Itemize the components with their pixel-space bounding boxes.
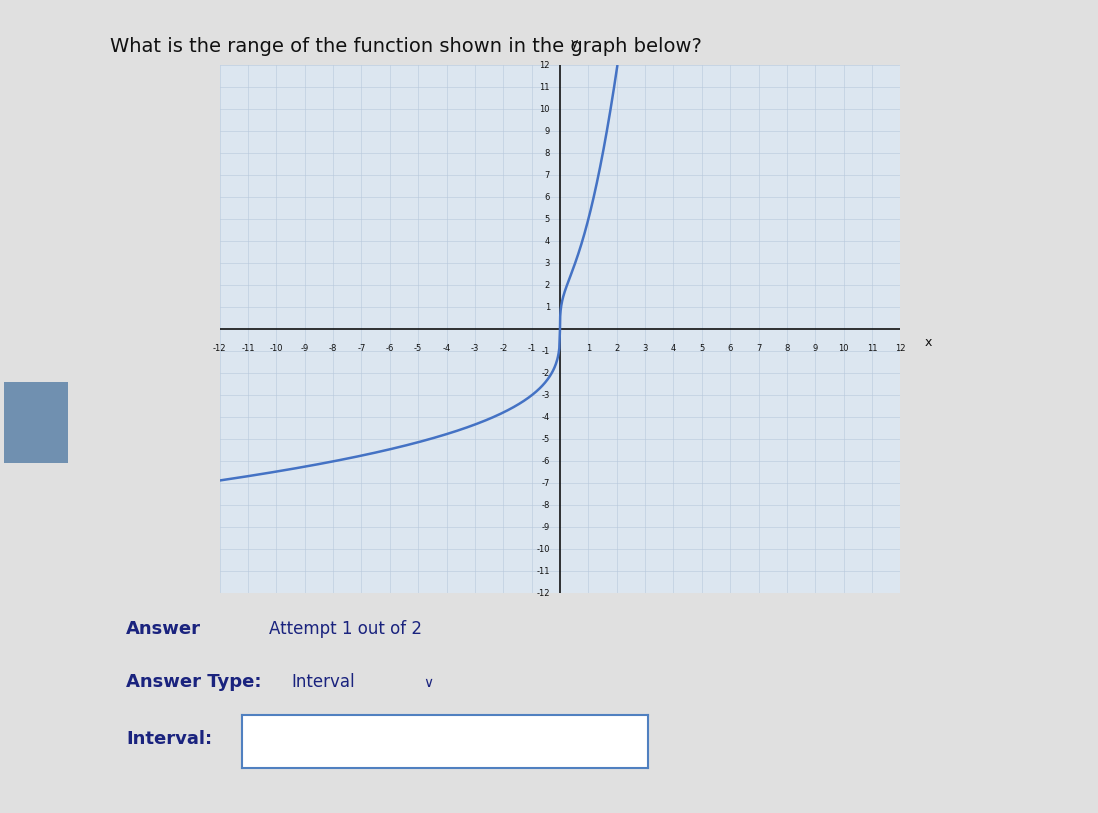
Text: 1: 1 [545,302,550,311]
Text: 9: 9 [545,127,550,136]
Text: Attempt 1 out of 2: Attempt 1 out of 2 [269,620,422,638]
Text: 5: 5 [545,215,550,224]
Text: 7: 7 [545,171,550,180]
Text: 12: 12 [895,344,906,353]
Text: x: x [925,336,932,349]
Text: 8: 8 [784,344,789,353]
Text: 6: 6 [728,344,732,353]
Text: 11: 11 [866,344,877,353]
Text: -2: -2 [500,344,507,353]
FancyBboxPatch shape [3,382,68,463]
Text: -2: -2 [541,369,550,378]
Text: Interval: Interval [291,673,355,691]
Text: -9: -9 [301,344,309,353]
Text: -1: -1 [541,347,550,356]
Text: 9: 9 [813,344,818,353]
Text: 4: 4 [545,237,550,246]
Text: -11: -11 [537,567,550,576]
Text: -12: -12 [537,589,550,598]
Text: What is the range of the function shown in the graph below?: What is the range of the function shown … [110,37,703,55]
Text: -6: -6 [385,344,394,353]
Text: -5: -5 [541,435,550,444]
Text: 2: 2 [614,344,619,353]
Text: -8: -8 [329,344,337,353]
Text: 11: 11 [539,83,550,92]
Text: -10: -10 [537,545,550,554]
Text: 10: 10 [839,344,849,353]
Text: -4: -4 [541,413,550,422]
Text: ∨: ∨ [423,676,433,690]
Text: -12: -12 [213,344,226,353]
Text: -3: -3 [541,391,550,400]
Text: 4: 4 [671,344,676,353]
Text: 5: 5 [699,344,705,353]
Text: -9: -9 [541,523,550,532]
Text: 1: 1 [585,344,591,353]
Text: 6: 6 [545,193,550,202]
Text: Answer: Answer [126,620,201,638]
Text: 3: 3 [642,344,648,353]
Text: -7: -7 [357,344,366,353]
Text: 10: 10 [539,105,550,114]
Text: -3: -3 [471,344,479,353]
Text: -8: -8 [541,501,550,510]
Text: -4: -4 [442,344,450,353]
Text: 3: 3 [545,259,550,267]
Text: 2: 2 [545,280,550,289]
Text: -7: -7 [541,479,550,488]
Text: -10: -10 [270,344,283,353]
Text: y: y [571,37,578,50]
Text: Answer Type:: Answer Type: [126,673,261,691]
Text: -5: -5 [414,344,423,353]
Text: -11: -11 [242,344,255,353]
Text: 8: 8 [545,149,550,158]
Text: 7: 7 [755,344,761,353]
Text: Interval:: Interval: [126,730,212,748]
Text: -6: -6 [541,457,550,466]
Text: -1: -1 [527,344,536,353]
Text: 12: 12 [539,60,550,70]
